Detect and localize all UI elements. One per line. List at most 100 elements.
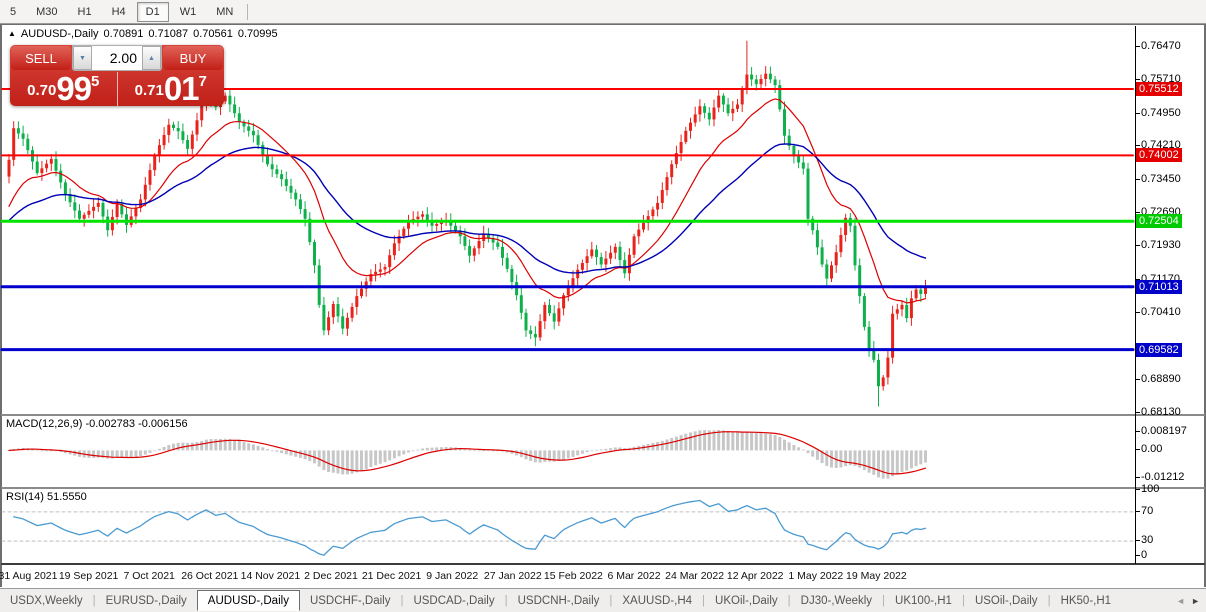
timeframe-button-w1[interactable]: W1: [179, 5, 197, 18]
macd-tick-label: 0.00: [1135, 443, 1163, 456]
ohlc-open: 0.70891: [103, 28, 144, 40]
timeframe-button-h4[interactable]: H4: [111, 5, 126, 18]
chart-bottom-border: [1, 563, 1205, 565]
date-label: 26 Oct 2021: [181, 570, 239, 582]
price-axis-line: [1135, 26, 1136, 564]
rsi-tick-label: 0: [1135, 549, 1148, 561]
chart-tab-dj30-weekly[interactable]: DJ30-,Weekly: [800, 595, 873, 607]
date-label: 21 Dec 2021: [361, 570, 422, 582]
ohlc-close: 0.70995: [237, 28, 278, 40]
price-tick-label: 0.73450: [1136, 172, 1181, 185]
tab-separator: |: [961, 595, 965, 607]
volume-spinner: ▼ 2.00 ▲: [72, 45, 162, 71]
chart-symbol-header: ▲ AUDUSD-,Daily 0.70891 0.71087 0.70561 …: [8, 28, 278, 40]
timeframe-toolbar: 5 M30 H1 H4 D1 W1 MN: [0, 0, 1206, 24]
date-label: 9 Jan 2022: [426, 570, 479, 582]
timeframe-button-h1[interactable]: H1: [77, 5, 92, 18]
date-label: 1 May 2022: [788, 570, 844, 582]
timeframe-button-5[interactable]: 5: [10, 5, 17, 18]
volume-decrease-button[interactable]: ▼: [73, 46, 92, 70]
macd-rsi-splitter[interactable]: [1, 487, 1205, 489]
chart-tab-ukoil-daily[interactable]: UKOil-,Daily: [715, 595, 778, 607]
price-level-badge: 0.74002: [1136, 148, 1182, 163]
price-tick-label: 0.74210: [1136, 139, 1181, 152]
macd-label: MACD(12,26,9) -0.002783 -0.006156: [6, 418, 188, 430]
symbol-name: AUDUSD-,Daily: [20, 28, 99, 40]
buy-price-small: 0.71: [134, 82, 164, 99]
rsi-tick-label: 100: [1135, 483, 1160, 495]
chart-tab-eurusd-daily[interactable]: EURUSD-,Daily: [105, 595, 187, 607]
price-level-badge: 0.72504: [1136, 214, 1182, 229]
rsi-tick-label: 70: [1135, 504, 1154, 517]
rsi-label: RSI(14) 51.5550: [6, 491, 87, 503]
chevron-down-icon: ▼: [79, 54, 86, 62]
chart-tab-hk50-h1[interactable]: HK50-,H1: [1060, 595, 1112, 607]
chart-tab-usdx-weekly[interactable]: USDX,Weekly: [10, 595, 83, 607]
date-label: 2 Dec 2021: [304, 570, 358, 582]
macd-tick-label: -0.01212: [1135, 470, 1185, 483]
tab-separator: |: [882, 595, 886, 607]
buy-price-big: 01: [163, 70, 200, 106]
price-tick-label: 0.70410: [1136, 306, 1181, 319]
sell-price-display[interactable]: 0.70 99 5: [10, 72, 118, 106]
chart-tab-usdcad-daily[interactable]: USDCAD-,Daily: [413, 595, 495, 607]
price-level-badge: 0.75512: [1136, 81, 1182, 96]
price-tick-label: 0.68890: [1136, 373, 1181, 386]
price-level-badge: 0.71013: [1136, 279, 1182, 294]
chart-tab-usdcnh-daily[interactable]: USDCNH-,Daily: [517, 595, 600, 607]
volume-increase-button[interactable]: ▲: [142, 46, 161, 70]
price-tick-label: 0.68130: [1136, 406, 1181, 419]
symbol-tabbar: USDX,Weekly | EURUSD-,Daily AUDUSD-,Daily US…: [0, 588, 1206, 612]
ohlc-low: 0.70561: [193, 28, 233, 40]
date-label: 15 Feb 2022: [543, 570, 603, 582]
timeframe-button-d1[interactable]: D1: [136, 1, 169, 22]
chart-tab-audusd-daily[interactable]: AUDUSD-,Daily: [196, 589, 300, 611]
date-label: 6 Mar 2022: [607, 570, 661, 582]
date-label: 14 Nov 2021: [240, 570, 301, 582]
main-macd-splitter[interactable]: [1, 414, 1205, 416]
sell-price-big: 99: [56, 70, 92, 106]
window-right-border: [1204, 24, 1206, 587]
sell-price-sup: 5: [91, 73, 100, 90]
buy-button[interactable]: BUY: [163, 46, 223, 70]
date-label: 19 May 2022: [846, 570, 907, 582]
chart-tab-xauusd-h4[interactable]: XAUUSD-,H4: [622, 595, 693, 607]
date-label: 31 Aug 2021: [0, 570, 58, 582]
price-tick-label: 0.76470: [1136, 39, 1181, 52]
volume-value[interactable]: 2.00: [109, 50, 137, 66]
price-tick-label: 0.71930: [1136, 239, 1181, 252]
tabs-scroll-right-icon[interactable]: ►: [1191, 596, 1200, 606]
price-level-badge: 0.69582: [1136, 342, 1182, 357]
price-tick-label: 0.74950: [1136, 106, 1181, 119]
tab-separator: |: [1047, 595, 1051, 607]
tab-separator: |: [400, 595, 404, 607]
sell-button[interactable]: SELL: [11, 46, 71, 70]
date-label: 27 Jan 2022: [483, 570, 542, 582]
window-left-border: [0, 24, 2, 587]
chart-tab-usdchf-daily[interactable]: USDCHF-,Daily: [309, 595, 391, 607]
tab-separator: |: [504, 595, 508, 607]
date-label: 7 Oct 2021: [123, 570, 175, 582]
tabs-scroll-left-icon[interactable]: ◄: [1176, 596, 1186, 606]
chevron-up-icon: ▲: [148, 54, 155, 62]
tab-separator: |: [702, 595, 706, 607]
timeframe-button-mn[interactable]: MN: [216, 5, 234, 18]
tab-separator: |: [787, 595, 791, 607]
buy-price-sup: 7: [198, 73, 207, 90]
tab-separator: |: [92, 595, 96, 607]
toolbar-separator: [247, 3, 249, 20]
rsi-tick-label: 30: [1135, 534, 1154, 547]
date-label: 24 Mar 2022: [665, 570, 725, 582]
tab-separator: |: [609, 595, 613, 607]
symbol-marker-icon: ▲: [8, 28, 16, 38]
macd-tick-label: 0.008197: [1136, 424, 1187, 437]
buy-price-display[interactable]: 0.71 01 7: [118, 72, 225, 106]
chart-tab-usoil-daily[interactable]: USOil-,Daily: [974, 595, 1038, 607]
timeframe-button-m30[interactable]: M30: [36, 5, 58, 18]
date-label: 19 Sep 2021: [58, 570, 119, 582]
ohlc-high: 0.71087: [148, 28, 189, 40]
one-click-trade-panel: SELL ▼ 2.00 ▲ BUY 0.70 99 5 0.71 01 7: [10, 45, 224, 106]
chart-tab-uk100-h1[interactable]: UK100-,H1: [895, 595, 952, 607]
